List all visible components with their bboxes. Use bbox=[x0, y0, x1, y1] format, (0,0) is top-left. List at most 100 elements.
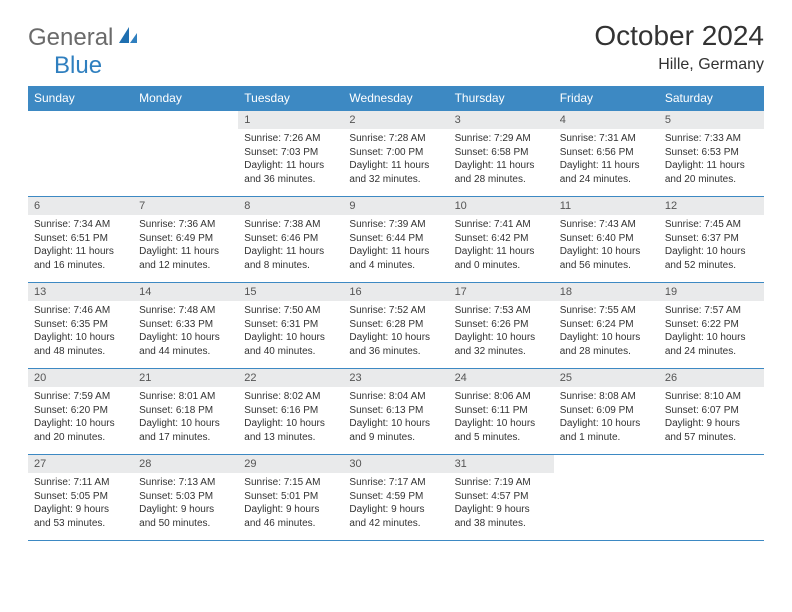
sunset-text: Sunset: 6:37 PM bbox=[665, 232, 758, 246]
daylight-text: Daylight: 10 hours and 5 minutes. bbox=[455, 417, 548, 444]
sunset-text: Sunset: 6:49 PM bbox=[139, 232, 232, 246]
day-number: 18 bbox=[554, 283, 659, 301]
page-header: General October 2024 Hille, Germany bbox=[28, 20, 764, 74]
day-details: Sunrise: 7:41 AMSunset: 6:42 PMDaylight:… bbox=[449, 215, 554, 276]
sunset-text: Sunset: 5:03 PM bbox=[139, 490, 232, 504]
dow-header: Thursday bbox=[449, 86, 554, 111]
day-details: Sunrise: 7:17 AMSunset: 4:59 PMDaylight:… bbox=[343, 473, 448, 534]
day-details: Sunrise: 8:04 AMSunset: 6:13 PMDaylight:… bbox=[343, 387, 448, 448]
day-number: 15 bbox=[238, 283, 343, 301]
brand-logo: General bbox=[28, 20, 141, 52]
day-number: 23 bbox=[343, 369, 448, 387]
day-details: Sunrise: 7:34 AMSunset: 6:51 PMDaylight:… bbox=[28, 215, 133, 276]
calendar-table: Sunday Monday Tuesday Wednesday Thursday… bbox=[28, 86, 764, 541]
day-cell: 14Sunrise: 7:48 AMSunset: 6:33 PMDayligh… bbox=[133, 283, 238, 369]
day-details: Sunrise: 7:39 AMSunset: 6:44 PMDaylight:… bbox=[343, 215, 448, 276]
sunset-text: Sunset: 4:59 PM bbox=[349, 490, 442, 504]
sunset-text: Sunset: 6:28 PM bbox=[349, 318, 442, 332]
day-details: Sunrise: 7:11 AMSunset: 5:05 PMDaylight:… bbox=[28, 473, 133, 534]
day-details: Sunrise: 7:13 AMSunset: 5:03 PMDaylight:… bbox=[133, 473, 238, 534]
day-cell: 31Sunrise: 7:19 AMSunset: 4:57 PMDayligh… bbox=[449, 455, 554, 541]
daylight-text: Daylight: 11 hours and 20 minutes. bbox=[665, 159, 758, 186]
sunrise-text: Sunrise: 7:50 AM bbox=[244, 304, 337, 318]
sunrise-text: Sunrise: 7:28 AM bbox=[349, 132, 442, 146]
day-number: 30 bbox=[343, 455, 448, 473]
daylight-text: Daylight: 9 hours and 46 minutes. bbox=[244, 503, 337, 530]
day-cell: 18Sunrise: 7:55 AMSunset: 6:24 PMDayligh… bbox=[554, 283, 659, 369]
sunset-text: Sunset: 6:56 PM bbox=[560, 146, 653, 160]
empty-day-cell bbox=[28, 111, 133, 197]
sunset-text: Sunset: 6:16 PM bbox=[244, 404, 337, 418]
sunrise-text: Sunrise: 7:45 AM bbox=[665, 218, 758, 232]
sunrise-text: Sunrise: 7:34 AM bbox=[34, 218, 127, 232]
day-number: 5 bbox=[659, 111, 764, 129]
day-cell: 26Sunrise: 8:10 AMSunset: 6:07 PMDayligh… bbox=[659, 369, 764, 455]
day-details: Sunrise: 8:06 AMSunset: 6:11 PMDaylight:… bbox=[449, 387, 554, 448]
sunrise-text: Sunrise: 7:11 AM bbox=[34, 476, 127, 490]
day-details: Sunrise: 8:01 AMSunset: 6:18 PMDaylight:… bbox=[133, 387, 238, 448]
daylight-text: Daylight: 11 hours and 4 minutes. bbox=[349, 245, 442, 272]
calendar-week-row: 13Sunrise: 7:46 AMSunset: 6:35 PMDayligh… bbox=[28, 283, 764, 369]
day-details: Sunrise: 7:36 AMSunset: 6:49 PMDaylight:… bbox=[133, 215, 238, 276]
day-cell: 4Sunrise: 7:31 AMSunset: 6:56 PMDaylight… bbox=[554, 111, 659, 197]
daylight-text: Daylight: 9 hours and 38 minutes. bbox=[455, 503, 548, 530]
sunrise-text: Sunrise: 7:36 AM bbox=[139, 218, 232, 232]
day-details: Sunrise: 7:46 AMSunset: 6:35 PMDaylight:… bbox=[28, 301, 133, 362]
day-details: Sunrise: 7:48 AMSunset: 6:33 PMDaylight:… bbox=[133, 301, 238, 362]
day-number: 2 bbox=[343, 111, 448, 129]
sunset-text: Sunset: 6:58 PM bbox=[455, 146, 548, 160]
sunset-text: Sunset: 6:11 PM bbox=[455, 404, 548, 418]
location-label: Hille, Germany bbox=[594, 56, 764, 74]
sunset-text: Sunset: 4:57 PM bbox=[455, 490, 548, 504]
sunset-text: Sunset: 6:20 PM bbox=[34, 404, 127, 418]
sunrise-text: Sunrise: 7:55 AM bbox=[560, 304, 653, 318]
sunset-text: Sunset: 6:18 PM bbox=[139, 404, 232, 418]
sunset-text: Sunset: 6:51 PM bbox=[34, 232, 127, 246]
daylight-text: Daylight: 11 hours and 0 minutes. bbox=[455, 245, 548, 272]
daylight-text: Daylight: 9 hours and 42 minutes. bbox=[349, 503, 442, 530]
day-details: Sunrise: 7:55 AMSunset: 6:24 PMDaylight:… bbox=[554, 301, 659, 362]
daylight-text: Daylight: 10 hours and 40 minutes. bbox=[244, 331, 337, 358]
sunrise-text: Sunrise: 7:57 AM bbox=[665, 304, 758, 318]
sunrise-text: Sunrise: 7:46 AM bbox=[34, 304, 127, 318]
day-cell: 12Sunrise: 7:45 AMSunset: 6:37 PMDayligh… bbox=[659, 197, 764, 283]
sunset-text: Sunset: 6:24 PM bbox=[560, 318, 653, 332]
day-details: Sunrise: 7:43 AMSunset: 6:40 PMDaylight:… bbox=[554, 215, 659, 276]
day-cell: 7Sunrise: 7:36 AMSunset: 6:49 PMDaylight… bbox=[133, 197, 238, 283]
day-details: Sunrise: 7:29 AMSunset: 6:58 PMDaylight:… bbox=[449, 129, 554, 190]
day-cell: 28Sunrise: 7:13 AMSunset: 5:03 PMDayligh… bbox=[133, 455, 238, 541]
day-details: Sunrise: 7:38 AMSunset: 6:46 PMDaylight:… bbox=[238, 215, 343, 276]
sunrise-text: Sunrise: 7:17 AM bbox=[349, 476, 442, 490]
sunset-text: Sunset: 6:09 PM bbox=[560, 404, 653, 418]
daylight-text: Daylight: 10 hours and 48 minutes. bbox=[34, 331, 127, 358]
brand-word-blue: Blue bbox=[28, 52, 102, 79]
day-details: Sunrise: 7:28 AMSunset: 7:00 PMDaylight:… bbox=[343, 129, 448, 190]
dow-header: Monday bbox=[133, 86, 238, 111]
day-number: 29 bbox=[238, 455, 343, 473]
day-number: 11 bbox=[554, 197, 659, 215]
day-details: Sunrise: 7:15 AMSunset: 5:01 PMDaylight:… bbox=[238, 473, 343, 534]
day-number: 21 bbox=[133, 369, 238, 387]
sunset-text: Sunset: 6:26 PM bbox=[455, 318, 548, 332]
sunrise-text: Sunrise: 8:08 AM bbox=[560, 390, 653, 404]
daylight-text: Daylight: 10 hours and 13 minutes. bbox=[244, 417, 337, 444]
dow-header: Tuesday bbox=[238, 86, 343, 111]
day-cell: 17Sunrise: 7:53 AMSunset: 6:26 PMDayligh… bbox=[449, 283, 554, 369]
day-cell: 6Sunrise: 7:34 AMSunset: 6:51 PMDaylight… bbox=[28, 197, 133, 283]
sunrise-text: Sunrise: 7:19 AM bbox=[455, 476, 548, 490]
day-cell: 16Sunrise: 7:52 AMSunset: 6:28 PMDayligh… bbox=[343, 283, 448, 369]
dow-header: Wednesday bbox=[343, 86, 448, 111]
day-number: 7 bbox=[133, 197, 238, 215]
daylight-text: Daylight: 10 hours and 36 minutes. bbox=[349, 331, 442, 358]
day-cell: 27Sunrise: 7:11 AMSunset: 5:05 PMDayligh… bbox=[28, 455, 133, 541]
title-block: October 2024 Hille, Germany bbox=[594, 20, 764, 74]
sunrise-text: Sunrise: 7:59 AM bbox=[34, 390, 127, 404]
day-cell: 22Sunrise: 8:02 AMSunset: 6:16 PMDayligh… bbox=[238, 369, 343, 455]
sunrise-text: Sunrise: 7:31 AM bbox=[560, 132, 653, 146]
day-details: Sunrise: 7:33 AMSunset: 6:53 PMDaylight:… bbox=[659, 129, 764, 190]
day-details: Sunrise: 8:08 AMSunset: 6:09 PMDaylight:… bbox=[554, 387, 659, 448]
day-number: 20 bbox=[28, 369, 133, 387]
day-number: 10 bbox=[449, 197, 554, 215]
sunrise-text: Sunrise: 7:41 AM bbox=[455, 218, 548, 232]
daylight-text: Daylight: 10 hours and 44 minutes. bbox=[139, 331, 232, 358]
